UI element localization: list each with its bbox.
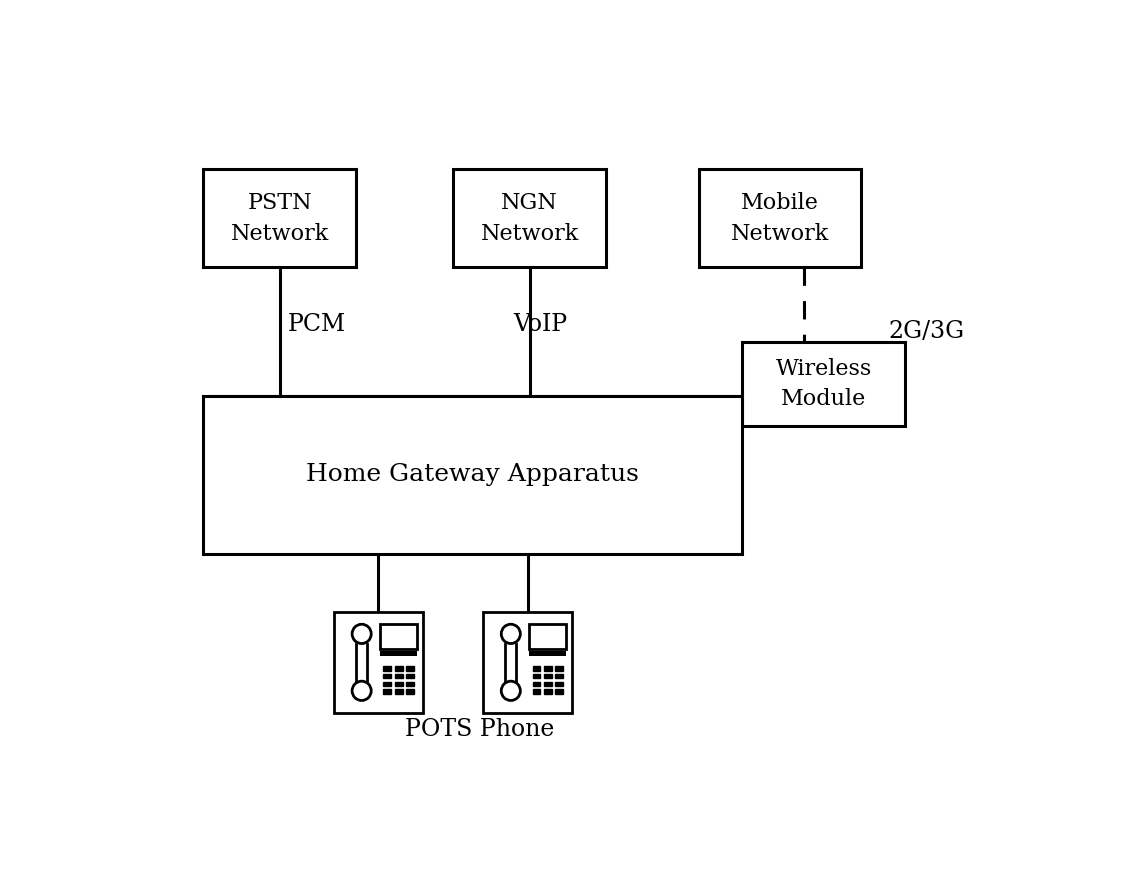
Text: Wireless
Module: Wireless Module <box>775 358 872 410</box>
Bar <box>203 396 743 554</box>
Text: NGN
Network: NGN Network <box>481 192 578 245</box>
Text: Home Gateway Apparatus: Home Gateway Apparatus <box>307 463 640 487</box>
Bar <box>530 652 566 656</box>
Bar <box>406 689 414 694</box>
Bar <box>380 624 418 650</box>
Bar <box>556 689 563 694</box>
Bar <box>556 681 563 686</box>
Ellipse shape <box>352 624 371 644</box>
Polygon shape <box>355 644 368 681</box>
Bar <box>543 689 551 694</box>
Ellipse shape <box>352 681 371 701</box>
Bar <box>203 169 357 267</box>
Bar <box>406 674 414 679</box>
Bar <box>543 666 551 671</box>
Text: PCM: PCM <box>288 313 346 336</box>
Bar <box>556 666 563 671</box>
Bar <box>530 624 566 650</box>
Text: POTS Phone: POTS Phone <box>404 718 554 741</box>
Bar <box>380 652 418 656</box>
Text: 2G/3G: 2G/3G <box>889 320 964 343</box>
Bar <box>532 681 540 686</box>
Ellipse shape <box>501 681 521 701</box>
Bar <box>543 681 551 686</box>
Ellipse shape <box>501 624 521 644</box>
Bar <box>482 612 573 713</box>
Bar <box>406 681 414 686</box>
Bar <box>698 169 861 267</box>
Polygon shape <box>505 644 516 681</box>
Bar <box>406 666 414 671</box>
Text: VoIP: VoIP <box>514 313 568 336</box>
Bar <box>556 674 563 679</box>
Bar <box>395 681 403 686</box>
Bar <box>532 674 540 679</box>
Bar <box>743 341 904 426</box>
Text: Mobile
Network: Mobile Network <box>730 192 829 245</box>
Bar <box>395 666 403 671</box>
Bar <box>543 674 551 679</box>
Bar <box>334 612 423 713</box>
Bar <box>453 169 607 267</box>
Text: PSTN
Network: PSTN Network <box>231 192 328 245</box>
Bar <box>384 666 392 671</box>
Bar <box>384 689 392 694</box>
Bar <box>384 681 392 686</box>
Bar <box>395 689 403 694</box>
Bar <box>532 666 540 671</box>
Bar <box>384 674 392 679</box>
Bar <box>532 689 540 694</box>
Bar <box>395 674 403 679</box>
